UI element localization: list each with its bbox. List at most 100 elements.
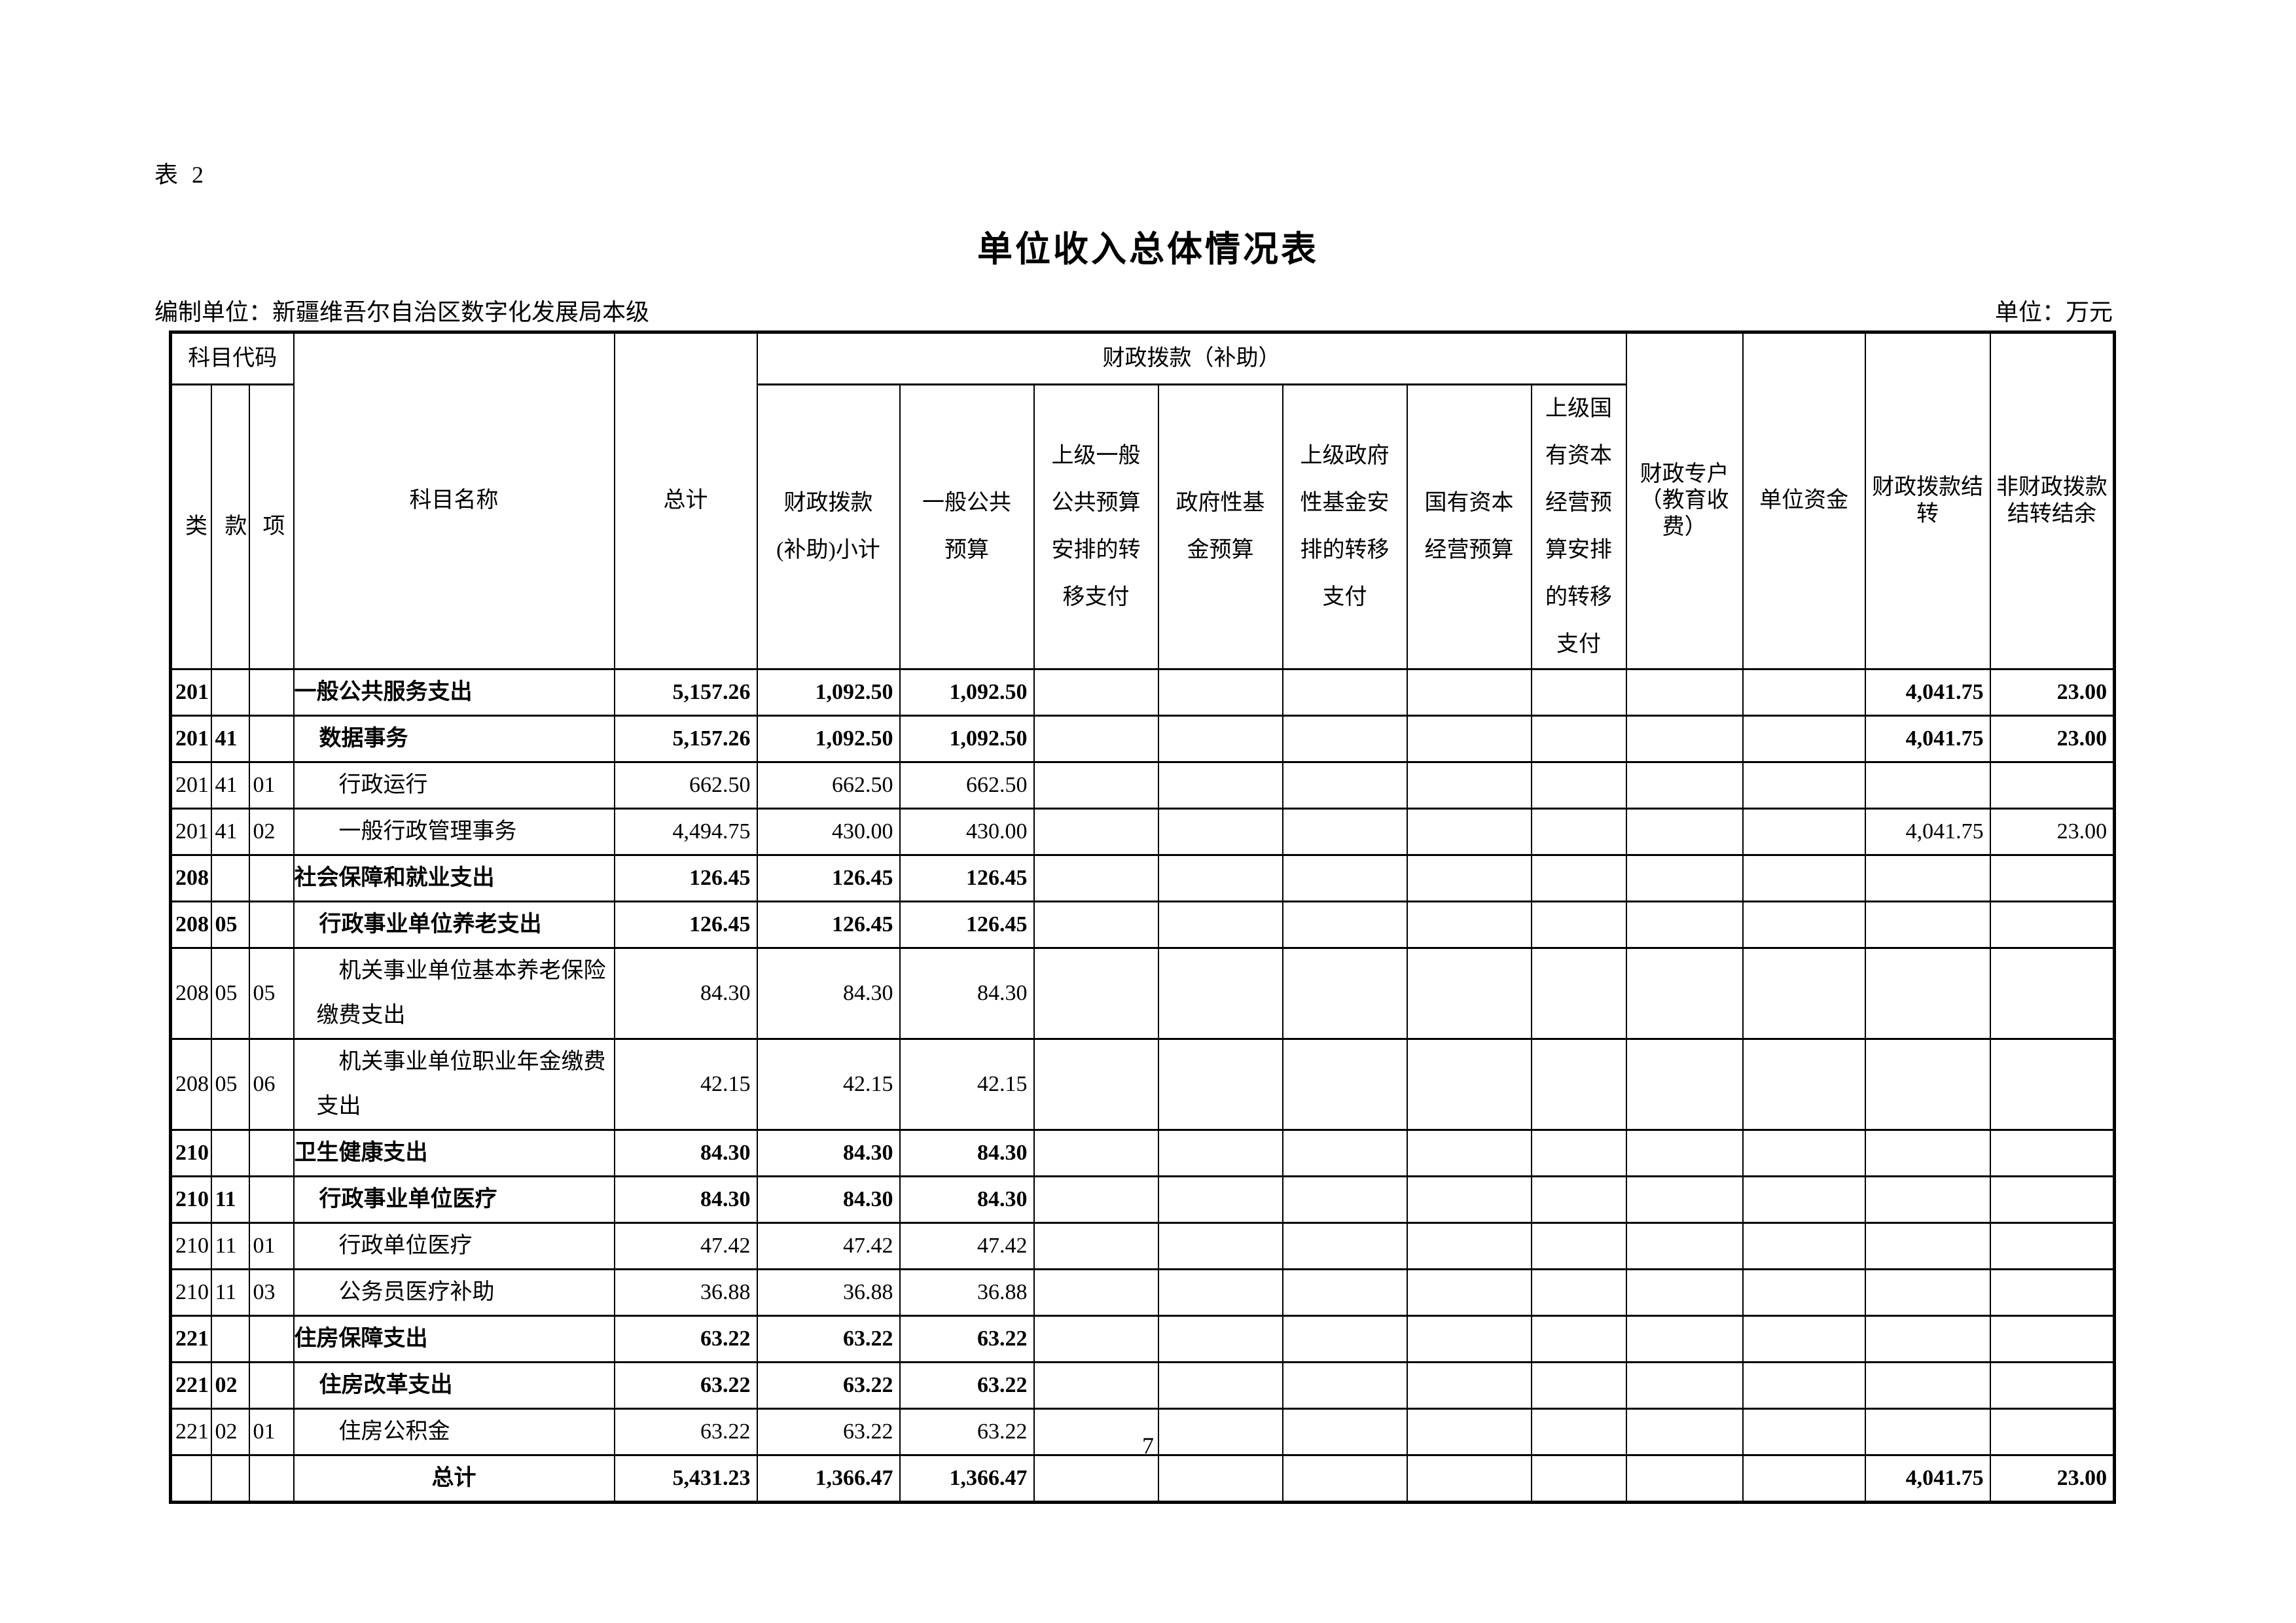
header-fiscal-group: 财政拨款（补助）	[756, 331, 1627, 385]
cell-value	[1742, 1408, 1866, 1457]
cell-item-code: 06	[248, 1038, 295, 1132]
header-higher-gov-fund-transfer: 上级政府性基金安排的转移支付	[1282, 383, 1408, 671]
meta-row: 编制单位：新疆维吾尔自治区数字化发展局本级 单位：万元	[154, 293, 2113, 327]
cell-section-code: 11	[210, 1268, 250, 1317]
cell-value	[1282, 761, 1408, 810]
cell-value	[1033, 1408, 1159, 1457]
header-fiscal-carryover: 财政拨款结转	[1864, 330, 1991, 671]
cell-value	[1157, 1454, 1283, 1504]
cell-section-code	[210, 854, 250, 903]
cell-value	[1530, 1175, 1627, 1224]
cell-value	[1157, 808, 1283, 857]
cell-value	[1157, 1222, 1283, 1271]
header-class: 类	[170, 383, 212, 671]
cell-value: 5,431.23	[613, 1454, 758, 1504]
cell-value	[1625, 1408, 1744, 1457]
cell-value	[1530, 1315, 1627, 1364]
cell-value: 1,092.50	[756, 668, 901, 717]
cell-section-code: 05	[210, 947, 250, 1041]
cell-item-code: 01	[248, 1408, 295, 1457]
cell-value: 84.30	[899, 1175, 1035, 1224]
cell-value: 126.45	[613, 854, 758, 903]
cell-value	[1530, 901, 1627, 950]
cell-value	[1406, 1129, 1532, 1178]
cell-value: 5,157.26	[613, 668, 758, 717]
cell-value	[1989, 1408, 2115, 1457]
cell-value	[1530, 1408, 1627, 1457]
cell-value	[1282, 1361, 1408, 1410]
cell-value: 430.00	[756, 808, 901, 857]
cell-subject-name: 行政事业单位医疗	[293, 1175, 615, 1224]
cell-value: 84.30	[756, 1175, 901, 1224]
cell-class-code: 210	[170, 1222, 212, 1271]
cell-value: 126.45	[899, 854, 1035, 903]
cell-value	[1530, 947, 1627, 1041]
cell-value	[1406, 1408, 1532, 1457]
cell-value: 84.30	[899, 947, 1035, 1041]
page-title: 单位收入总体情况表	[977, 230, 1319, 269]
cell-value	[1157, 854, 1283, 903]
cell-value	[1282, 715, 1408, 764]
cell-value	[1406, 901, 1532, 950]
cell-item-code	[248, 1315, 295, 1364]
cell-class-code: 201	[170, 715, 212, 764]
cell-section-code	[210, 1129, 250, 1178]
cell-value	[1157, 901, 1283, 950]
cell-value	[1625, 947, 1744, 1041]
cell-class-code: 221	[170, 1408, 212, 1457]
cell-value: 36.88	[756, 1268, 901, 1317]
cell-value	[1625, 1038, 1744, 1132]
cell-value	[1033, 1268, 1159, 1317]
cell-value	[1864, 901, 1991, 950]
cell-value	[1033, 1315, 1159, 1364]
cell-item-code: 02	[248, 808, 295, 857]
cell-value: 84.30	[613, 1175, 758, 1224]
cell-value	[1625, 1175, 1744, 1224]
cell-value	[1742, 1129, 1866, 1178]
cell-value: 1,366.47	[756, 1454, 901, 1504]
cell-value	[1530, 808, 1627, 857]
cell-section-code	[210, 668, 250, 717]
cell-item-code	[248, 1129, 295, 1178]
cell-value	[1033, 901, 1159, 950]
cell-value	[1864, 1038, 1991, 1132]
header-unit-funds: 单位资金	[1742, 330, 1866, 671]
cell-value	[1157, 1129, 1283, 1178]
cell-value: 4,041.75	[1864, 668, 1991, 717]
header-item: 项	[248, 383, 295, 671]
cell-class-code: 210	[170, 1175, 212, 1224]
header-fiscal-special-account: 财政专户（教育收费）	[1625, 330, 1744, 671]
header-section: 款	[210, 383, 250, 671]
cell-item-code	[248, 854, 295, 903]
cell-value: 42.15	[756, 1038, 901, 1132]
cell-section-code: 41	[210, 761, 250, 810]
cell-value	[1157, 1175, 1283, 1224]
cell-value	[1033, 715, 1159, 764]
cell-value	[1864, 761, 1991, 810]
cell-value	[1989, 901, 2115, 950]
cell-value	[1033, 1038, 1159, 1132]
cell-value: 36.88	[613, 1268, 758, 1317]
cell-section-code: 02	[210, 1361, 250, 1410]
cell-value	[1157, 1268, 1283, 1317]
cell-value	[1157, 668, 1283, 717]
cell-value: 84.30	[613, 947, 758, 1041]
cell-value	[1864, 1175, 1991, 1224]
cell-item-code	[248, 1175, 295, 1224]
cell-value	[1625, 901, 1744, 950]
table-row: 208 05 05 机关事业单位基本养老保险缴费支出 84.30 84.30 84.30	[170, 947, 2115, 1041]
cell-item-code	[248, 1454, 295, 1504]
table-row: 210 11 01 行政单位医疗 47.42 47.42 47.42	[170, 1222, 2115, 1271]
cell-value	[1282, 901, 1408, 950]
cell-subject-name: 社会保障和就业支出	[293, 854, 615, 903]
cell-value	[1989, 1222, 2115, 1271]
cell-value	[1625, 1361, 1744, 1410]
table-row: 201 41 02 一般行政管理事务 4,494.75 430.00 430.00 4,041…	[170, 808, 2115, 857]
cell-item-code	[248, 1361, 295, 1410]
cell-value	[1157, 1408, 1283, 1457]
cell-section-code: 41	[210, 715, 250, 764]
cell-value	[1033, 1175, 1159, 1224]
cell-value	[1625, 1129, 1744, 1178]
cell-value: 84.30	[613, 1129, 758, 1178]
cell-value: 23.00	[1989, 715, 2115, 764]
